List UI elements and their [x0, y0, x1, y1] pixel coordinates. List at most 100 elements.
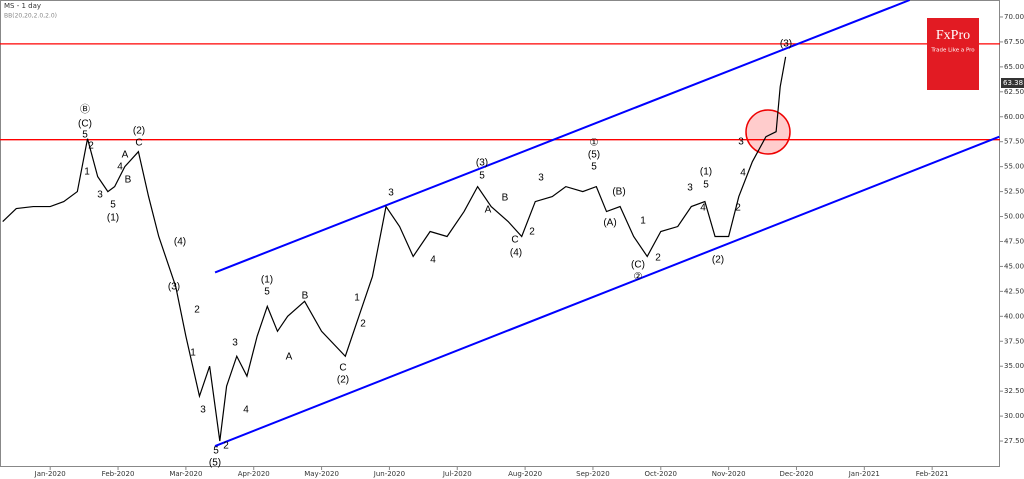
- wave-label: A: [122, 150, 129, 161]
- wave-label: 3: [738, 137, 744, 148]
- wave-label: (2): [133, 126, 145, 137]
- x-tick-label: Dec-2020: [780, 470, 814, 478]
- wave-label: (3): [476, 158, 488, 169]
- wave-label: 1: [640, 216, 646, 227]
- wave-label: 3: [232, 338, 238, 349]
- wave-label: 4: [740, 168, 746, 179]
- y-tick-label: 30.00: [1004, 412, 1024, 420]
- wave-label: 2: [655, 253, 661, 264]
- y-tick-label: 37.50: [1004, 337, 1024, 345]
- y-tick-label: 57.50: [1004, 138, 1024, 146]
- indicator-label: BB(20,20,2.0,2.0): [4, 13, 57, 20]
- wave-label: Ⓑ: [80, 104, 90, 116]
- wave-label: 3: [388, 188, 394, 199]
- y-tick-label: 42.50: [1004, 287, 1024, 295]
- x-tick-label: Jan-2020: [34, 470, 66, 478]
- wave-label: 3: [97, 190, 103, 201]
- wave-label: (1): [261, 275, 273, 286]
- highlight-circle: [745, 109, 791, 155]
- x-tick-label: Feb-2021: [916, 470, 949, 478]
- wave-label: 1: [354, 293, 360, 304]
- wave-label: (2): [337, 375, 349, 386]
- wave-label: ②: [634, 272, 643, 283]
- wave-label: 3: [687, 183, 693, 194]
- wave-label: (5): [588, 150, 600, 161]
- y-tick-label: 70.00: [1004, 13, 1024, 21]
- wave-label: 4: [700, 203, 706, 214]
- wave-label: B: [302, 291, 309, 302]
- x-tick-label: Oct-2020: [645, 470, 677, 478]
- chart-title: MS - 1 day: [4, 2, 41, 10]
- x-tick-label: Apr-2020: [238, 470, 270, 478]
- logo-box: [927, 18, 979, 90]
- y-tick-label: 32.50: [1004, 387, 1024, 395]
- x-tick-label: Sep-2020: [576, 470, 610, 478]
- x-tick-label: Feb-2020: [102, 470, 135, 478]
- wave-label: (5): [209, 458, 221, 469]
- wave-label: 5: [264, 287, 270, 298]
- wave-label: B: [125, 175, 132, 186]
- wave-label: (2): [712, 255, 724, 266]
- wave-label: 2: [735, 203, 741, 214]
- x-tick-label: Aug-2020: [508, 470, 542, 478]
- wave-label: (A): [603, 218, 616, 229]
- y-tick-label: 50.00: [1004, 213, 1024, 221]
- x-tick-label: May-2020: [304, 470, 339, 478]
- y-tick-label: 47.50: [1004, 237, 1024, 245]
- wave-label: 3: [538, 173, 544, 184]
- price-line: [2, 56, 787, 442]
- wave-label: 5: [82, 130, 88, 141]
- last-price-box: [1001, 78, 1024, 88]
- wave-label: (B): [612, 187, 625, 198]
- x-tick-label: Jan-2021: [848, 470, 880, 478]
- y-tick-label: 35.00: [1004, 362, 1024, 370]
- y-tick-label: 40.00: [1004, 312, 1024, 320]
- wave-label: (C): [78, 119, 92, 130]
- channel-line: [214, 0, 911, 274]
- wave-label: 4: [430, 255, 436, 266]
- last-price-label: 63.38: [1003, 79, 1023, 87]
- y-tick-label: 65.00: [1004, 63, 1024, 71]
- wave-label: 3: [200, 405, 206, 416]
- y-tick-label: 60.00: [1004, 113, 1024, 121]
- x-tick-label: Jul-2020: [442, 470, 472, 478]
- wave-label: 2: [360, 319, 366, 330]
- wave-label: (1): [107, 213, 119, 224]
- wave-label: A: [286, 352, 293, 363]
- wave-label: 1: [84, 167, 90, 178]
- logo-tagline: Trade Like a Pro: [930, 48, 975, 54]
- wave-label: 2: [88, 141, 94, 152]
- wave-label: (4): [510, 248, 522, 259]
- wave-label: 5: [703, 180, 709, 191]
- wave-label: (4): [174, 237, 186, 248]
- wave-label: (3): [168, 282, 180, 293]
- wave-label: 5: [213, 446, 219, 457]
- wave-label: 5: [591, 162, 597, 173]
- wave-label: (3): [780, 39, 792, 50]
- channel-line: [214, 135, 1000, 447]
- wave-label: 4: [117, 162, 123, 173]
- wave-label: 2: [194, 305, 200, 316]
- wave-label: 1: [190, 348, 196, 359]
- wave-label: 2: [529, 227, 535, 238]
- wave-label: C: [511, 235, 518, 246]
- x-tick-label: Mar-2020: [169, 470, 202, 478]
- wave-label: C: [339, 363, 346, 374]
- wave-label: A: [485, 205, 492, 216]
- logo: FxPro Trade Like a Pro: [927, 18, 979, 90]
- y-tick-label: 45.00: [1004, 262, 1024, 270]
- y-tick-label: 52.50: [1004, 188, 1024, 196]
- wave-label: ①: [590, 138, 599, 149]
- y-tick-label: 55.00: [1004, 163, 1024, 171]
- wave-label: 5: [479, 171, 485, 182]
- x-tick-label: Jun-2020: [373, 470, 405, 478]
- wave-label: (1): [700, 167, 712, 178]
- logo-brand: FxPro: [936, 28, 970, 43]
- y-tick-label: 62.50: [1004, 88, 1024, 96]
- wave-label: 5: [110, 200, 116, 211]
- x-tick-label: Nov-2020: [712, 470, 746, 478]
- wave-label: 2: [223, 441, 229, 452]
- plot-frame: [0, 0, 1000, 467]
- y-tick-label: 27.50: [1004, 437, 1024, 445]
